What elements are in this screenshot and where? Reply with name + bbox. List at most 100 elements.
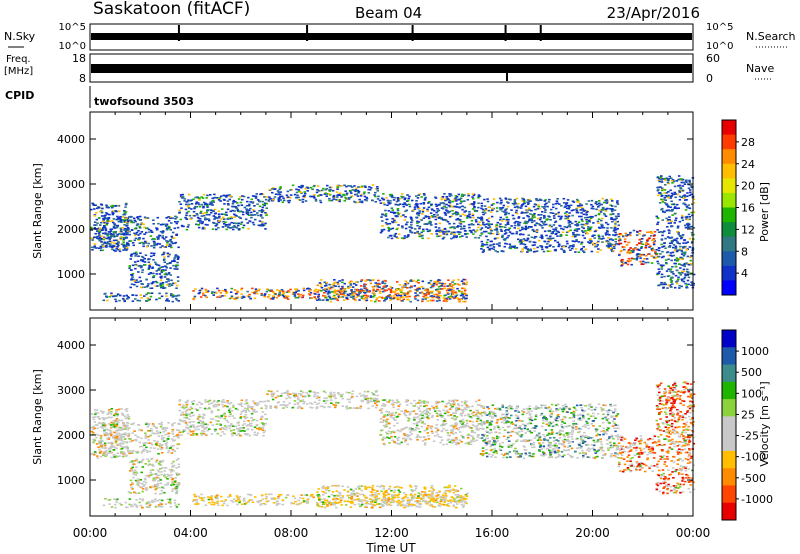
- power-data-cell: [659, 231, 663, 233]
- power-data-cell: [666, 220, 669, 222]
- power-data-cell: [246, 290, 249, 293]
- power-data-cell: [670, 203, 674, 206]
- power-data-cell: [411, 219, 414, 222]
- power-data-cell: [310, 297, 314, 299]
- power-data-cell: [463, 229, 467, 232]
- power-data-cell: [128, 267, 131, 270]
- power-data-cell: [677, 178, 680, 181]
- power-data-cell: [152, 259, 155, 261]
- velocity-data-cell: [153, 432, 157, 435]
- power-data-cell: [308, 288, 311, 290]
- power-data-cell: [378, 300, 381, 302]
- power-data-cell: [455, 211, 458, 214]
- velocity-data-cell: [234, 407, 238, 410]
- velocity-data-cell: [92, 452, 95, 455]
- power-data-cell: [574, 251, 577, 253]
- power-data-cell: [574, 224, 577, 226]
- velocity-data-cell: [260, 407, 263, 409]
- power-data-cell: [364, 294, 368, 297]
- velocity-data-cell: [105, 428, 109, 430]
- power-data-cell: [670, 279, 673, 282]
- power-data-cell: [390, 193, 393, 196]
- power-data-cell: [168, 285, 171, 287]
- power-data-cell: [174, 282, 177, 284]
- power-data-cell: [427, 202, 430, 204]
- power-data-cell: [261, 200, 264, 203]
- power-data-cell: [429, 279, 433, 282]
- velocity-data-cell: [179, 414, 183, 416]
- velocity-data-cell: [229, 425, 232, 427]
- velocity-data-cell: [167, 435, 170, 438]
- power-data-cell: [682, 242, 685, 244]
- power-data-cell: [197, 202, 200, 204]
- power-data-cell: [336, 199, 340, 202]
- power-data-cell: [459, 225, 463, 228]
- power-data-cell: [556, 202, 559, 204]
- power-data-cell: [212, 215, 215, 217]
- power-data-cell: [165, 266, 168, 269]
- power-data-cell: [163, 276, 167, 278]
- power-data-cell: [678, 184, 682, 187]
- power-data-cell: [668, 284, 672, 286]
- velocity-data-cell: [162, 436, 166, 439]
- velocity-data-cell: [121, 447, 124, 450]
- power-data-cell: [322, 289, 325, 291]
- power-data-cell: [427, 293, 430, 295]
- power-data-cell: [618, 238, 621, 240]
- power-data-cell: [491, 244, 494, 246]
- power-data-cell: [445, 297, 448, 300]
- velocity-data-cell: [99, 450, 103, 453]
- power-data-cell: [260, 209, 264, 211]
- power-data-cell: [604, 215, 608, 217]
- power-data-cell: [530, 226, 533, 228]
- velocity-data-cell: [117, 443, 120, 445]
- power-data-cell: [138, 225, 141, 228]
- velocity-data-cell: [100, 445, 103, 447]
- power-data-cell: [316, 291, 319, 293]
- power-data-cell: [607, 237, 610, 239]
- power-data-cell: [263, 196, 266, 198]
- power-data-cell: [439, 294, 442, 297]
- power-data-cell: [114, 224, 117, 227]
- power-data-cell: [297, 198, 301, 201]
- power-data-cell: [316, 189, 319, 191]
- power-data-cell: [241, 211, 245, 213]
- power-data-cell: [617, 213, 620, 215]
- power-data-cell: [427, 237, 430, 240]
- power-data-cell: [257, 214, 260, 217]
- power-data-cell: [489, 232, 493, 235]
- power-data-cell: [435, 230, 439, 232]
- power-data-cell: [148, 263, 152, 266]
- velocity-data-cell: [123, 425, 127, 427]
- power-colorbar-tick-label: 28: [741, 136, 755, 149]
- power-data-cell: [125, 248, 129, 250]
- power-data-cell: [456, 206, 459, 208]
- power-data-cell: [455, 235, 458, 237]
- power-data-cell: [369, 296, 373, 298]
- power-data-cell: [669, 252, 673, 254]
- power-data-cell: [118, 299, 121, 302]
- power-data-cell: [160, 271, 163, 274]
- power-data-cell: [141, 271, 144, 274]
- power-data-cell: [185, 214, 188, 217]
- power-data-cell: [682, 254, 686, 257]
- power-data-cell: [661, 187, 664, 190]
- power-data-cell: [345, 193, 349, 196]
- power-data-cell: [688, 246, 692, 248]
- power-data-cell: [98, 238, 101, 241]
- power-data-cell: [347, 285, 350, 288]
- power-data-cell: [668, 209, 671, 212]
- power-data-cell: [294, 296, 298, 299]
- power-data-cell: [483, 224, 486, 226]
- velocity-data-cell: [232, 429, 236, 431]
- power-data-cell: [292, 291, 295, 294]
- velocity-data-cell: [202, 417, 205, 420]
- power-data-cell: [122, 244, 125, 247]
- velocity-data-cell: [183, 429, 187, 431]
- power-data-cell: [251, 195, 255, 197]
- velocity-data-cell: [102, 454, 105, 457]
- power-data-cell: [309, 186, 313, 189]
- power-data-cell: [344, 190, 347, 192]
- power-data-cell: [651, 249, 654, 252]
- power-data-cell: [622, 260, 625, 263]
